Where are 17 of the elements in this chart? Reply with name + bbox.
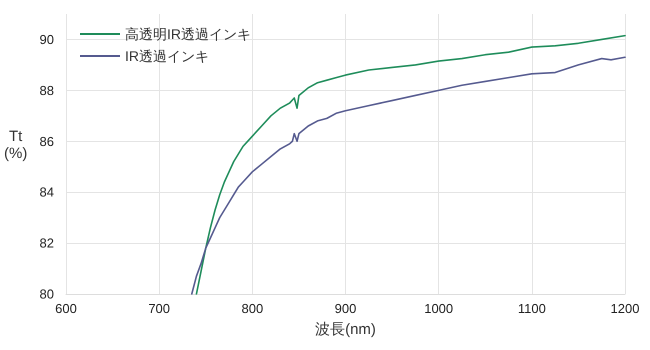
x-tick-label: 900 [334,301,356,316]
y-tick-label: 88 [40,82,54,98]
y-tick-label: 84 [40,184,54,200]
x-tick-label: 600 [55,301,77,316]
x-tick-label: 1200 [610,301,640,316]
y-tick-label: 80 [40,286,54,302]
legend-label: 高透明IR透過インキ [125,26,251,42]
y-tick-label: 82 [40,236,54,251]
y-axis-title: Tt (%) [4,128,28,162]
x-tick-label: 1100 [518,301,546,316]
y-tick-label: 90 [40,32,54,47]
legend-label: IR透過インキ [125,48,209,64]
x-tick-label: 700 [148,301,170,316]
y-tick-label: 86 [40,134,54,149]
x-tick-label: 1000 [424,301,454,316]
x-axis-title: 波長(nm) [315,321,376,338]
x-tick-label: 800 [241,301,264,316]
